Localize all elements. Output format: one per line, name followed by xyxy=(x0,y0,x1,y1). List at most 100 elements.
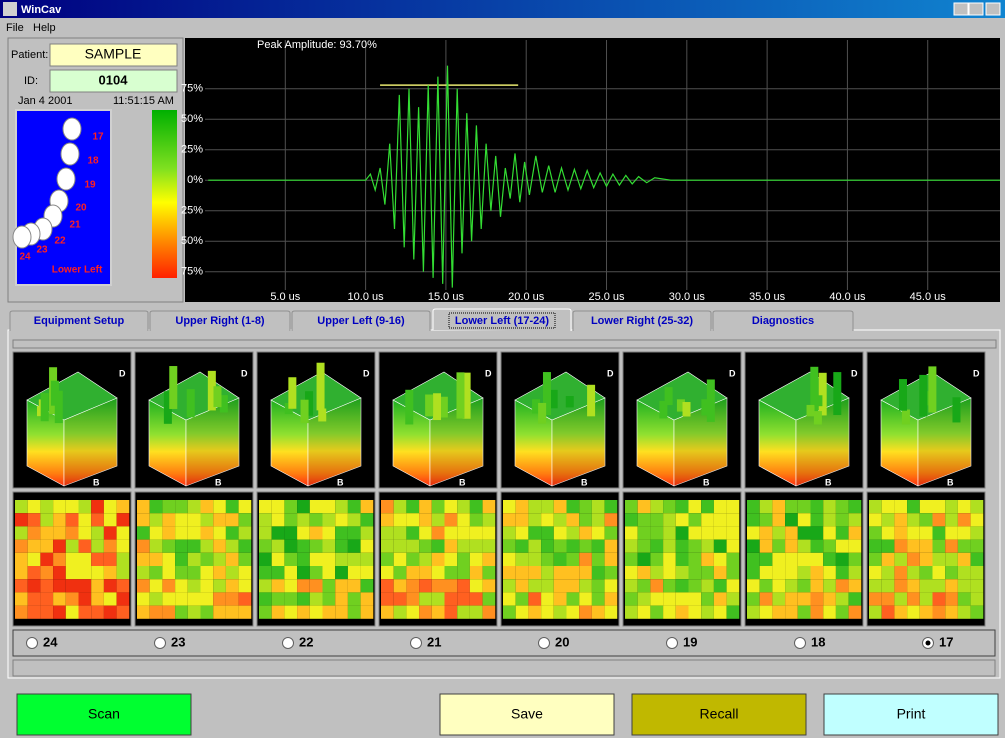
heatmap-cell xyxy=(103,579,117,593)
heatmap-cell xyxy=(309,552,323,566)
maximize-button[interactable] xyxy=(968,2,984,16)
cube-label-bottom: B xyxy=(215,477,222,487)
heatmap-cell xyxy=(187,592,201,606)
heatmap-cell xyxy=(103,539,117,553)
heatmap-cell xyxy=(149,566,163,580)
heatmap-cell xyxy=(663,592,676,606)
heatmap-cell xyxy=(457,605,470,619)
heatmap-cell xyxy=(116,552,130,566)
id-field[interactable] xyxy=(49,69,178,93)
radio-button[interactable] xyxy=(26,637,38,649)
action-button[interactable] xyxy=(439,693,615,736)
heatmap-cell xyxy=(772,552,786,566)
heatmap-cell xyxy=(15,592,28,606)
action-button[interactable] xyxy=(631,693,807,736)
menu-help[interactable]: Help xyxy=(33,22,56,34)
heatmap-cell xyxy=(469,566,483,580)
heatmap-cell xyxy=(945,526,958,540)
heatmap-cell xyxy=(785,526,798,540)
heatmap-cell xyxy=(444,566,458,580)
heatmap-cell xyxy=(625,592,638,606)
heatmap-cell xyxy=(431,526,445,540)
heatmap-cell xyxy=(116,579,130,593)
heatmap-cell xyxy=(894,526,908,540)
heatmap-cell xyxy=(869,605,882,619)
heatmap-cell xyxy=(919,500,933,514)
cube-column xyxy=(814,395,823,407)
action-button[interactable] xyxy=(16,693,192,736)
heatmap-cell xyxy=(53,566,66,580)
menu-file[interactable]: File xyxy=(6,22,24,34)
heatmap-cell xyxy=(713,592,727,606)
cube-column xyxy=(664,387,673,406)
tab[interactable] xyxy=(432,308,572,331)
radio-button[interactable] xyxy=(794,637,806,649)
radio-button[interactable] xyxy=(282,637,294,649)
tab[interactable] xyxy=(291,310,431,331)
tab-label: Upper Left (9-16) xyxy=(317,315,405,327)
tab[interactable] xyxy=(712,310,854,331)
heatmap-cell xyxy=(591,566,605,580)
heatmap-cell xyxy=(213,539,226,553)
cube-column xyxy=(919,374,928,417)
x-tick-label: 25.0 us xyxy=(588,291,625,303)
heatmap-cell xyxy=(15,500,28,514)
heatmap-cell xyxy=(309,539,323,553)
heatmap-cell xyxy=(650,539,664,553)
heatmap-cell xyxy=(40,605,54,619)
heatmap-cell xyxy=(759,513,773,527)
heatmap-cell xyxy=(835,579,849,593)
cube-label-top: D xyxy=(363,368,370,378)
heatmap-cell xyxy=(957,605,971,619)
heatmap-cell xyxy=(553,539,567,553)
heatmap-cell xyxy=(579,500,592,514)
heatmap-cell xyxy=(91,592,104,606)
action-button[interactable] xyxy=(823,693,999,736)
x-tick-label: 40.0 us xyxy=(829,291,866,303)
heatmap-cell xyxy=(541,592,554,606)
cube-column xyxy=(305,391,314,416)
heatmap-cell xyxy=(259,539,272,553)
heatmap-cell xyxy=(149,526,163,540)
patient-field[interactable] xyxy=(49,43,178,67)
heatmap-cell xyxy=(713,552,727,566)
heatmap-cell xyxy=(360,552,374,566)
close-button[interactable] xyxy=(985,2,1001,16)
heatmap-cell xyxy=(284,579,298,593)
action-button-label: Print xyxy=(897,706,926,722)
heatmap-cell xyxy=(103,500,117,514)
radio-button[interactable] xyxy=(410,637,422,649)
heatmap-cell xyxy=(747,500,760,514)
heatmap-cell xyxy=(431,500,445,514)
heatmap-cell xyxy=(810,592,824,606)
heatmap-cell xyxy=(566,566,580,580)
radio-button[interactable] xyxy=(154,637,166,649)
heatmap-cell xyxy=(503,500,516,514)
heatmap-cell xyxy=(225,513,239,527)
radio-button[interactable] xyxy=(666,637,678,649)
heatmap-cell xyxy=(785,513,798,527)
heatmap-cell xyxy=(945,513,958,527)
heatmap-cell xyxy=(360,526,374,540)
minimize-button[interactable] xyxy=(953,2,969,16)
heatmap-cell xyxy=(284,552,298,566)
heatmap-cell xyxy=(675,605,689,619)
heatmap-cell xyxy=(457,526,470,540)
heatmap-cell xyxy=(515,605,529,619)
heatmap-cell xyxy=(469,605,483,619)
radio-button[interactable] xyxy=(538,637,550,649)
heatmap-cell xyxy=(78,605,92,619)
tab[interactable] xyxy=(9,310,149,331)
tab[interactable] xyxy=(572,310,712,331)
radio-dot xyxy=(925,640,931,646)
heatmap-cell xyxy=(932,605,946,619)
heatmap-cell xyxy=(335,592,348,606)
heatmap-cell xyxy=(53,513,66,527)
tab[interactable] xyxy=(149,310,291,331)
heatmap-cell xyxy=(650,566,664,580)
heatmap-cell xyxy=(747,592,760,606)
heatmap-cell xyxy=(747,513,760,527)
heatmap-cell xyxy=(747,552,760,566)
heatmap-cell xyxy=(528,513,542,527)
heatmap-cell xyxy=(625,552,638,566)
